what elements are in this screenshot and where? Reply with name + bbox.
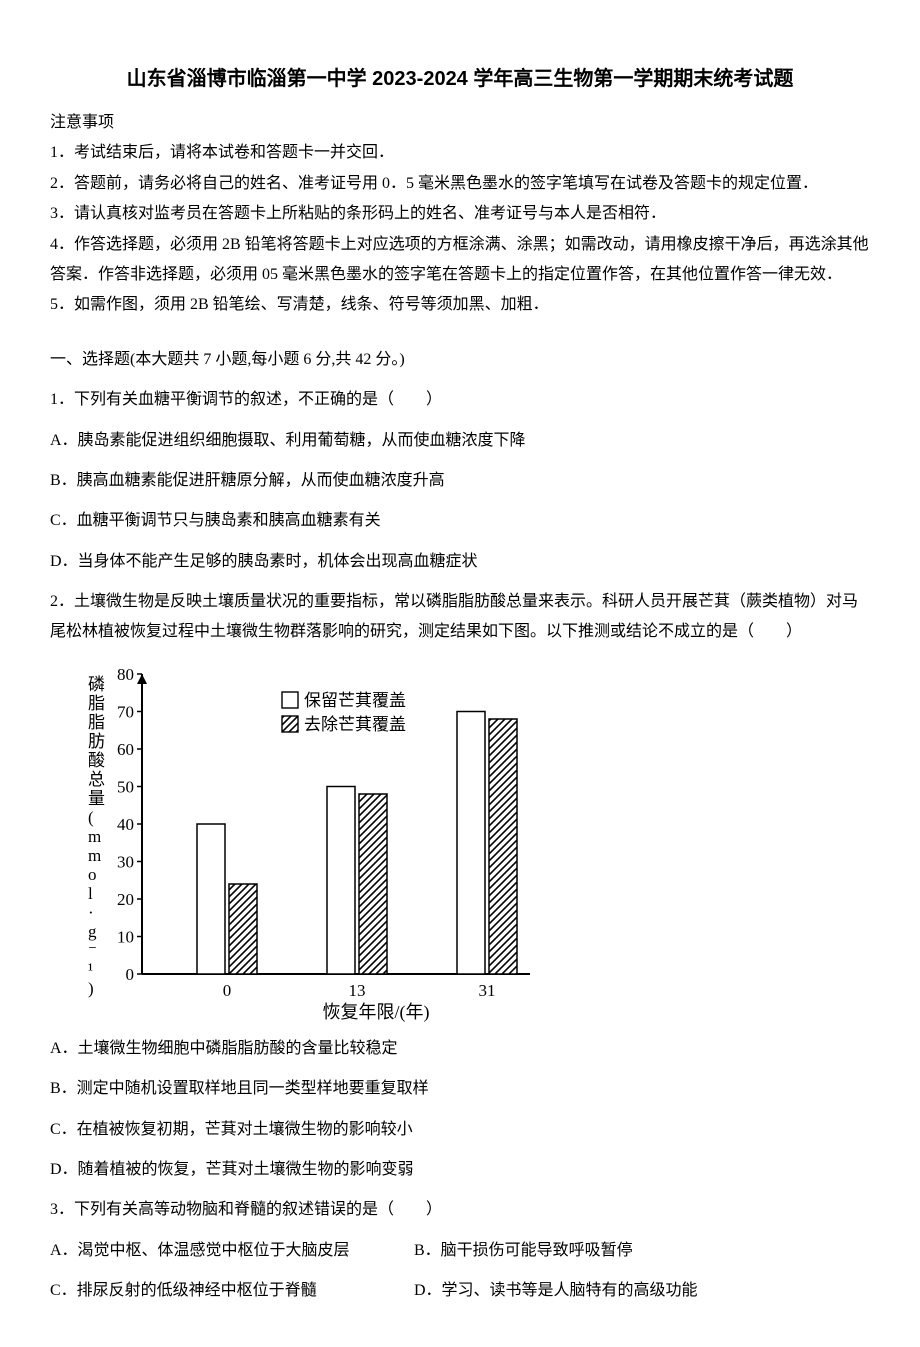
svg-text:0: 0 <box>126 965 135 984</box>
q2-option-d: D．随着植被的恢复，芒萁对土壤微生物的影响变弱 <box>50 1155 870 1185</box>
q2-stem: 2．土壤微生物是反映土壤质量状况的重要指标，常以磷脂脂肪酸总量来表示。科研人员开… <box>50 587 870 648</box>
q3-option-c: C．排尿反射的低级神经中枢位于脊髓 <box>50 1276 410 1306</box>
page-title: 山东省淄博市临淄第一中学 2023-2024 学年高三生物第一学期期末统考试题 <box>50 60 870 98</box>
svg-text:50: 50 <box>117 777 134 796</box>
q1-stem: 1．下列有关血糖平衡调节的叙述，不正确的是（ ） <box>50 385 870 415</box>
notice-item-3: 3．请认真核对监考员在答题卡上所粘贴的条形码上的姓名、准考证号与本人是否相符． <box>50 199 870 229</box>
q1-option-b: B．胰高血糖素能促进肝糖原分解，从而使血糖浓度升高 <box>50 466 870 496</box>
svg-text:去除芒萁覆盖: 去除芒萁覆盖 <box>304 715 406 734</box>
q3-stem: 3．下列有关高等动物脑和脊髓的叙述错误的是（ ） <box>50 1195 870 1225</box>
svg-text:40: 40 <box>117 815 134 834</box>
svg-text:13: 13 <box>349 981 366 1000</box>
q2-chart: 0 10 20 30 40 50 60 70 80 磷脂脂肪酸总量(mmol·g⁻¹) 0 13 31 恢… <box>70 664 870 1024</box>
q2-option-b: B．测定中随机设置取样地且同一类型样地要重复取样 <box>50 1074 870 1104</box>
svg-text:60: 60 <box>117 740 134 759</box>
svg-text:0: 0 <box>223 981 232 1000</box>
q2-option-a: A．土壤微生物细胞中磷脂脂肪酸的含量比较稳定 <box>50 1034 870 1064</box>
q3-option-a: A．渴觉中枢、体温感觉中枢位于大脑皮层 <box>50 1236 410 1266</box>
svg-text:磷脂脂肪酸总量(mmol·g⁻¹): 磷脂脂肪酸总量(mmol·g⁻¹) <box>88 675 105 998</box>
q1-option-a: A．胰岛素能促进组织细胞摄取、利用葡萄糖，从而使血糖浓度下降 <box>50 426 870 456</box>
notice-item-4: 4．作答选择题，必须用 2B 铅笔将答题卡上对应选项的方框涂满、涂黑；如需改动，… <box>50 230 870 291</box>
svg-text:70: 70 <box>117 702 134 721</box>
svg-text:80: 80 <box>117 665 134 684</box>
svg-text:31: 31 <box>479 981 496 1000</box>
svg-text:10: 10 <box>117 927 134 946</box>
svg-text:恢复年限/(年): 恢复年限/(年) <box>323 1002 430 1023</box>
svg-text:30: 30 <box>117 852 134 871</box>
q3-option-d: D．学习、读书等是人脑特有的高级功能 <box>414 1276 698 1306</box>
chart-svg: 0 10 20 30 40 50 60 70 80 磷脂脂肪酸总量(mmol·g⁻¹) 0 13 31 恢… <box>70 664 540 1024</box>
q2-option-c: C．在植被恢复初期，芒萁对土壤微生物的影响较小 <box>50 1115 870 1145</box>
section-1-heading: 一、选择题(本大题共 7 小题,每小题 6 分,共 42 分。) <box>50 345 870 375</box>
notice-item-1: 1．考试结束后，请将本试卷和答题卡一并交回． <box>50 138 870 168</box>
q3-option-b: B．脑干损伤可能导致呼吸暂停 <box>414 1236 633 1266</box>
q3-option-row-1: A．渴觉中枢、体温感觉中枢位于大脑皮层 B．脑干损伤可能导致呼吸暂停 <box>50 1236 870 1266</box>
q3-option-row-2: C．排尿反射的低级神经中枢位于脊髓 D．学习、读书等是人脑特有的高级功能 <box>50 1276 870 1306</box>
svg-text:保留芒萁覆盖: 保留芒萁覆盖 <box>304 691 406 710</box>
q1-option-c: C．血糖平衡调节只与胰岛素和胰高血糖素有关 <box>50 506 870 536</box>
notice-heading: 注意事项 <box>50 108 870 138</box>
q1-option-d: D．当身体不能产生足够的胰岛素时，机体会出现高血糖症状 <box>50 547 870 577</box>
notice-item-5: 5．如需作图，须用 2B 铅笔绘、写清楚，线条、符号等须加黑、加粗． <box>50 290 870 320</box>
notice-item-2: 2．答题前，请务必将自己的姓名、准考证号用 0．5 毫米黑色墨水的签字笔填写在试… <box>50 169 870 199</box>
svg-text:20: 20 <box>117 890 134 909</box>
